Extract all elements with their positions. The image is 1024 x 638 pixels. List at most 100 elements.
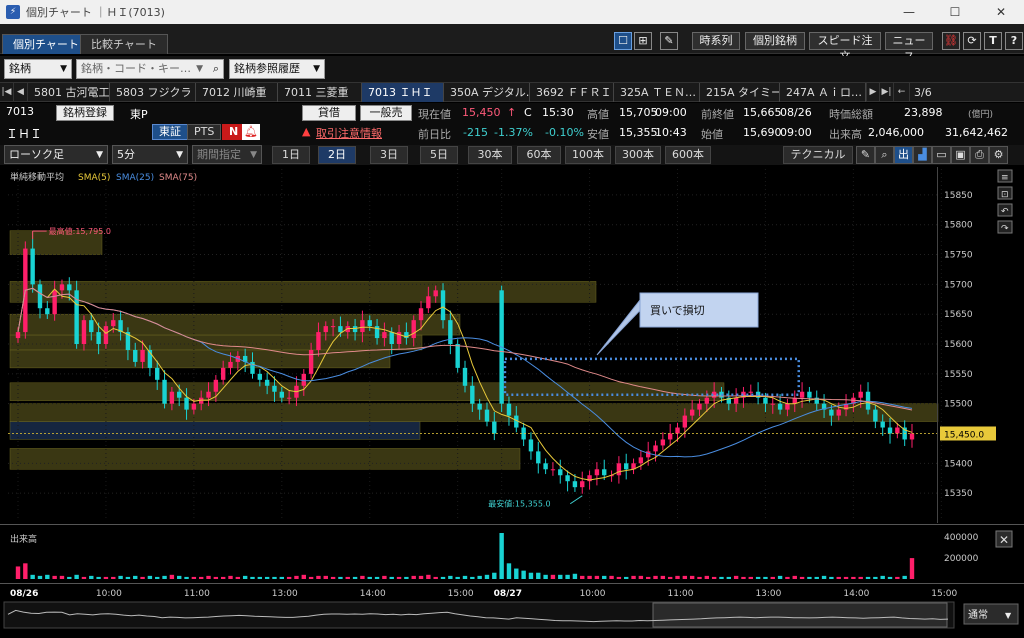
- candlestick-chart[interactable]: 1535015400154501550015550156001565015700…: [0, 165, 1024, 635]
- high-value: 15,705: [619, 106, 658, 119]
- tab-individual-chart[interactable]: 個別チャート: [2, 34, 90, 54]
- settings-gear-icon[interactable]: ⚙: [989, 146, 1008, 164]
- last-page-icon[interactable]: ▶|: [880, 83, 894, 102]
- individual-stock-button[interactable]: 個別銘柄: [745, 32, 805, 50]
- period-600-button[interactable]: 600本: [665, 146, 711, 164]
- pts-button[interactable]: PTS: [187, 124, 222, 140]
- prev-page-icon[interactable]: ◀: [14, 83, 28, 102]
- stock-tab[interactable]: 325A ＴＥＮ…: [614, 83, 700, 102]
- candles: [15, 239, 915, 494]
- grid-layout-icon[interactable]: ⊞: [634, 32, 652, 50]
- volume-bar: [374, 576, 380, 579]
- search-type-select[interactable]: 銘柄 ▼: [4, 59, 72, 79]
- period-60-button[interactable]: 60本: [517, 146, 561, 164]
- chevron-down-icon: ▼: [196, 64, 203, 74]
- chevron-down-icon: ▼: [313, 64, 320, 74]
- volume-bar: [587, 575, 592, 579]
- alert-bell-icon[interactable]: 🔔︎: [242, 124, 260, 140]
- trade-warning-link[interactable]: 取引注意情報: [316, 127, 382, 140]
- chart-type-select[interactable]: ローソク足 ▼: [4, 145, 108, 164]
- search-icon[interactable]: ⌕: [212, 62, 219, 75]
- stock-tab[interactable]: 7012 川崎重: [196, 83, 278, 102]
- next-page-icon[interactable]: ▶: [866, 83, 880, 102]
- chart-tool-icon[interactable]: [997, 169, 1013, 183]
- candle-body: [286, 397, 292, 399]
- draw-pen-icon[interactable]: ✎: [856, 146, 875, 164]
- tab-compare-chart[interactable]: 比較チャート: [80, 34, 168, 54]
- navigator-window[interactable]: [652, 602, 948, 628]
- technical-button[interactable]: テクニカル: [783, 146, 853, 164]
- output-icon[interactable]: 出: [894, 146, 913, 164]
- stock-tab[interactable]: 5801 古河電工: [28, 83, 110, 102]
- lock-button[interactable]: [997, 186, 1013, 200]
- close-volume-pane-button[interactable]: [995, 530, 1013, 548]
- close-button[interactable]: ✕: [995, 5, 1007, 19]
- speed-order-button[interactable]: スピード注文: [809, 32, 881, 63]
- stock-tab[interactable]: 215A タイミー: [700, 83, 780, 102]
- candle-body: [521, 427, 526, 440]
- volume-bar: [470, 576, 475, 579]
- period-100-button[interactable]: 100本: [565, 146, 611, 164]
- volume-bar: [829, 576, 834, 579]
- volume-bar: [580, 575, 585, 579]
- maximize-button[interactable]: ☐: [949, 5, 961, 19]
- timeseries-button[interactable]: 時系列: [692, 32, 740, 50]
- bar-chart-icon[interactable]: ▟: [913, 146, 932, 164]
- register-stock-button[interactable]: 銘柄登録: [56, 105, 114, 121]
- folder-icon[interactable]: ▭: [932, 146, 951, 164]
- minimize-button[interactable]: —: [903, 5, 915, 19]
- period-5d-button[interactable]: 5日: [420, 146, 458, 164]
- period-2d-button[interactable]: 2日: [318, 146, 356, 164]
- candle-body: [301, 373, 306, 386]
- zoom-icon[interactable]: ⌕: [875, 146, 894, 164]
- period-300-button[interactable]: 300本: [615, 146, 661, 164]
- high-annotation: 最高値:15,795.0: [49, 226, 111, 236]
- volume-bar: [89, 575, 94, 579]
- stock-tab[interactable]: 350A デジタル…: [444, 83, 530, 102]
- chart-area[interactable]: 1535015400154501550015550156001565015700…: [0, 165, 1024, 635]
- page-indicator: 3/6: [914, 86, 932, 99]
- volume-bar: [843, 576, 849, 579]
- interval-select[interactable]: 5分 ▼: [112, 145, 188, 164]
- volume-bar: [814, 576, 819, 579]
- period-3d-button[interactable]: 3日: [370, 146, 408, 164]
- chart-type-value: ローソク足: [9, 148, 64, 161]
- stock-tab[interactable]: 3692 ＦＦＲＩ: [530, 83, 614, 102]
- volume-bar: [689, 575, 695, 579]
- interval-value: 5分: [117, 148, 135, 161]
- single-layout-icon[interactable]: ☐: [614, 32, 632, 50]
- price-tick-label: 15500: [944, 400, 973, 410]
- news-button[interactable]: ニュース: [885, 32, 933, 63]
- text-size-icon[interactable]: T: [984, 32, 1002, 50]
- stock-tab[interactable]: 247A Ａｉロ…: [780, 83, 866, 102]
- refresh-icon[interactable]: ⟳: [963, 32, 981, 50]
- candle-body: [330, 326, 336, 328]
- volume-bar: [440, 576, 446, 579]
- time-tick-label: 08/26: [10, 589, 38, 599]
- first-page-icon[interactable]: |◀: [0, 83, 14, 102]
- scroll-mode-select[interactable]: [963, 603, 1019, 625]
- price-tick-label: 15350: [944, 489, 973, 499]
- chevron-down-icon: ▼: [60, 64, 67, 74]
- stock-tab[interactable]: 7011 三菱重: [278, 83, 362, 102]
- save-icon[interactable]: ▣: [951, 146, 970, 164]
- print-icon[interactable]: ⎙: [970, 146, 989, 164]
- history-select[interactable]: 銘柄参照履歴 ▼: [229, 59, 325, 79]
- help-icon[interactable]: ?: [1005, 32, 1023, 50]
- chart-controls: ローソク足 ▼ 5分 ▼ 期間指定 ▼ 1日 2日 3日 5日 30本 60本 100…: [0, 145, 1024, 165]
- back-icon[interactable]: ←: [894, 83, 910, 102]
- tosho-button[interactable]: 東証: [152, 124, 188, 140]
- stock-tab-active[interactable]: 7013 ＩＨＩ: [362, 83, 444, 102]
- period-30-button[interactable]: 30本: [468, 146, 512, 164]
- redo-button[interactable]: [997, 220, 1013, 234]
- pen-icon[interactable]: ✎: [660, 32, 678, 50]
- stock-tab[interactable]: 5803 フジクラ: [110, 83, 196, 102]
- period-select[interactable]: 期間指定 ▼: [192, 145, 262, 164]
- candle-body: [609, 475, 614, 477]
- period-1d-button[interactable]: 1日: [272, 146, 310, 164]
- link-icon[interactable]: ⛓: [942, 32, 960, 50]
- search-input[interactable]: 銘柄・コード・キー… ▼ ⌕: [76, 59, 224, 79]
- volume-bar: [37, 575, 43, 579]
- undo-button[interactable]: [997, 203, 1013, 217]
- candle-body: [374, 326, 380, 339]
